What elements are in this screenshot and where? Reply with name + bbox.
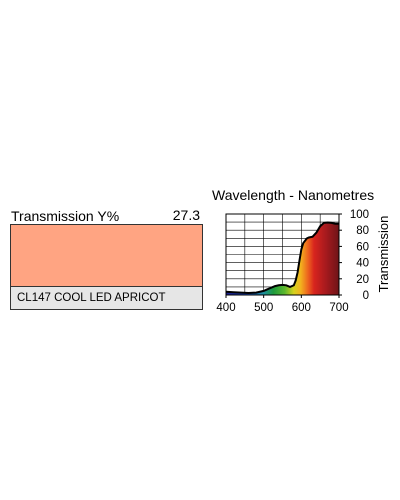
filter-name-box: CL147 COOL LED APRICOT xyxy=(10,286,203,310)
y-tick-label: 20 xyxy=(356,274,369,286)
x-tick-label: 500 xyxy=(254,302,273,314)
y-axis-label: Transmission xyxy=(376,216,391,293)
y-tick-label: 60 xyxy=(356,241,369,253)
x-axis-ticks: 400 500 600 700 xyxy=(216,295,349,314)
filter-name: CL147 COOL LED APRICOT xyxy=(17,292,166,304)
y-tick-label: 40 xyxy=(356,258,369,270)
chart-title: Wavelength - Nanometres xyxy=(212,187,375,203)
color-swatch xyxy=(10,224,203,286)
y-axis-ticks: 0 20 40 60 80 100 xyxy=(339,209,369,302)
transmission-value: 27.3 xyxy=(172,207,200,223)
x-tick-label: 400 xyxy=(216,302,235,314)
y-tick-label: 0 xyxy=(363,290,369,302)
y-tick-label: 100 xyxy=(350,209,369,221)
x-tick-label: 700 xyxy=(329,302,348,314)
transmission-label: Transmission Y% xyxy=(11,208,120,224)
transmission-area xyxy=(226,222,339,295)
plot-frame xyxy=(225,213,340,296)
transmission-curve xyxy=(225,221,339,295)
x-tick-label: 600 xyxy=(292,302,311,314)
y-tick-label: 80 xyxy=(356,225,369,237)
